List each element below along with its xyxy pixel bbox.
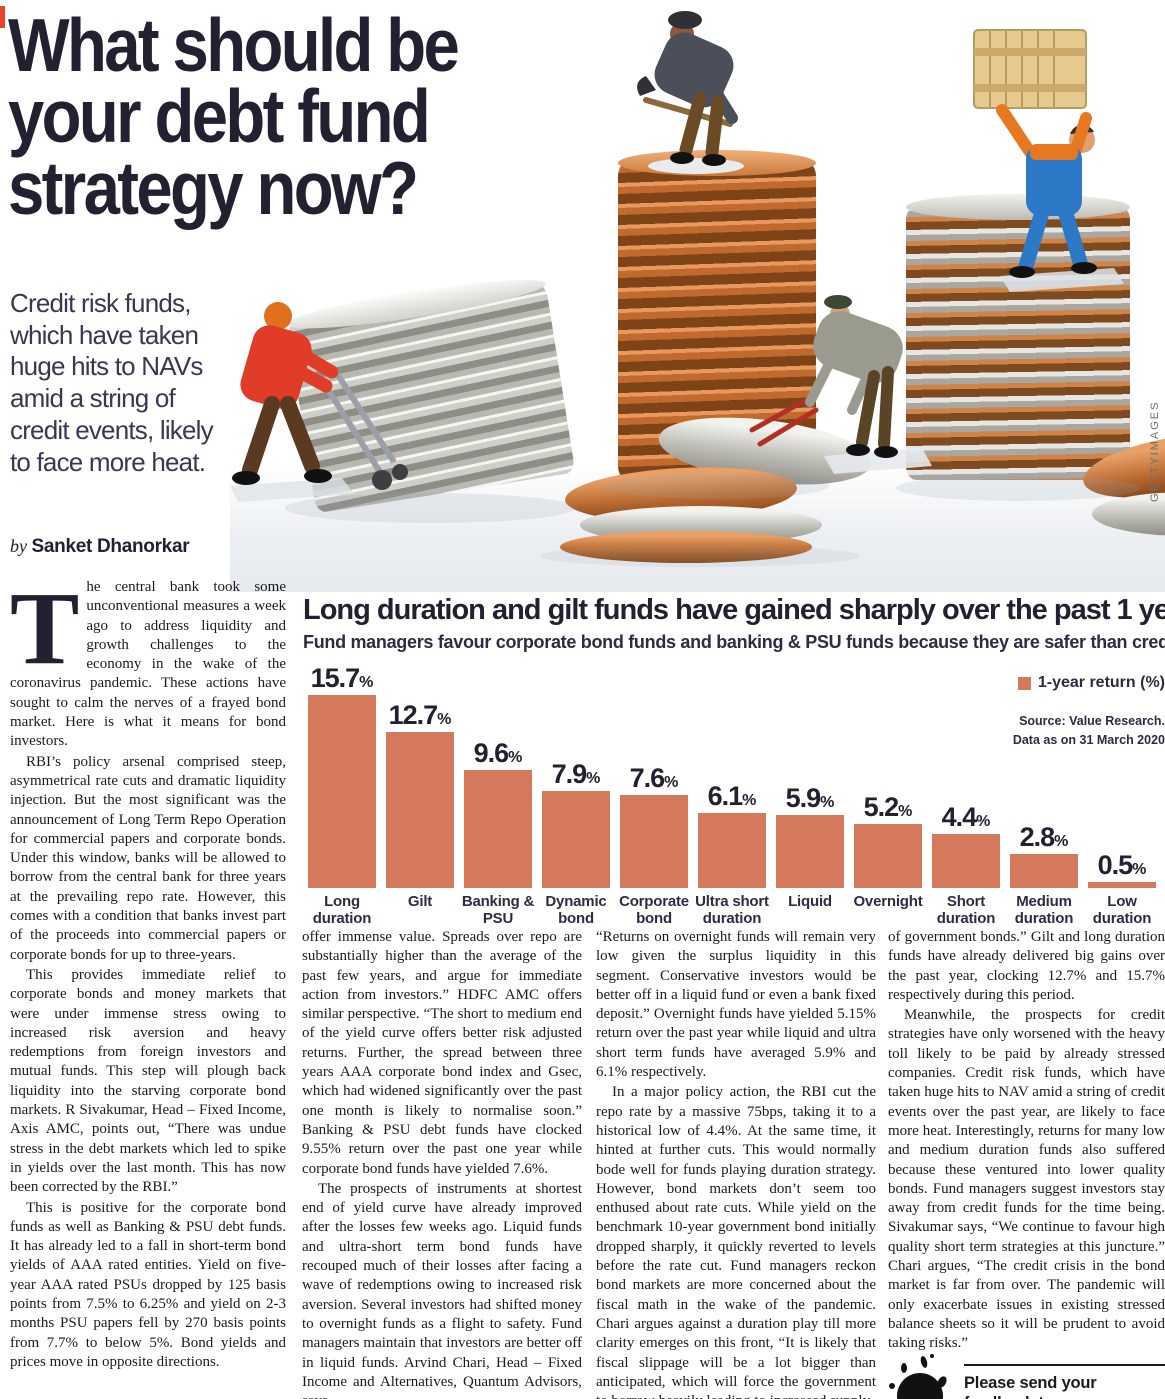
byline: by Sanket Dhanorkar [10,536,190,558]
bar-rect [1088,882,1156,888]
bar-value: 0.5% [1097,850,1147,880]
bar-rect [932,834,1000,888]
paragraph: offer immense value. Spreads over repo a… [302,929,582,1177]
bar-liquid: 5.9% Liquid [771,660,849,930]
bar-category-label: Long duration [312,893,372,927]
bar-category-label: Liquid [788,893,832,910]
bar-short-duration: 4.4% Short duration [927,660,1005,930]
chart-title: Long duration and gilt funds have gained… [303,594,1165,626]
bar-value: 7.9% [551,759,601,789]
paragraph: “Returns on overnight funds will remain … [596,929,876,1081]
paragraph: The prospects of instruments at shortest… [302,1180,582,1399]
bar-value: 5.9% [785,783,835,813]
bar-banking-psu: 9.6% Banking & PSU [459,660,537,930]
bar-category-label: Corporate bond [619,893,689,927]
bar-rect [386,732,454,888]
bar-gilt: 12.7% Gilt [381,660,459,930]
coin-stacks-photo: GETTYIMAGES [230,0,1165,592]
bar-rect [1010,854,1078,888]
bar-rect [620,795,688,888]
bar-value: 7.6% [629,763,679,793]
bar-rect [308,695,376,888]
bar-category-label: Gilt [407,893,433,910]
bar-value: 9.6% [473,738,523,768]
feedback-text: Please send your feedback toetwealth@tim… [964,1363,1165,1399]
bar-overnight: 5.2% Overnight [849,660,927,930]
paragraph: RBI’s policy arsenal comprised steep, as… [10,753,286,963]
bar-rect [698,813,766,888]
bar-category-label: Overnight [853,893,923,910]
figure-miner-with-pickaxe [637,11,744,174]
figure-carrier-with-crate [973,29,1124,292]
bar-category-label: Ultra short duration [695,893,769,927]
bar-value: 15.7% [310,663,374,693]
bar-category-label: Medium duration [1014,893,1074,927]
bar-value: 5.2% [863,792,913,822]
feedback-box: Please send your feedback toetwealth@tim… [888,1353,1165,1399]
legend-label: 1-year return (%) [1037,674,1165,691]
byline-author: Sanket Dhanorkar [31,536,190,557]
legend-swatch [1017,676,1031,690]
paragraph: This is positive for the corporate bond … [10,1199,286,1370]
bar-rect [464,770,532,888]
bar-chart-bars: 15.7% Long duration 12.7% Gilt 9.6% Banking &… [303,660,1165,930]
byline-prefix: by [10,536,27,556]
returns-bar-chart: Long duration and gilt funds have gained… [303,594,1165,930]
article-column-4: of government bonds.” Gilt and long dura… [888,928,1165,1399]
chart-legend: 1-year return (%) [1017,674,1165,692]
page-title: What should be your debt fund strategy n… [8,3,460,230]
bar-category-label: Low duration [1092,893,1152,927]
bar-rect [854,824,922,888]
source-text: : Value Research. [1061,714,1165,728]
bar-long-duration: 15.7% Long duration [303,660,381,930]
bar-value: 2.8% [1019,822,1069,852]
chart-source: Source: Value Research. Data as on 31 Ma… [1013,712,1165,751]
bar-value: 4.4% [941,802,991,832]
paragraph: Meanwhile, the prospects for credit stra… [888,1007,1165,1352]
bar-ultra-short-duration: 6.1% Ultra short duration [693,660,771,930]
bar-dynamic-bond: 7.9% Dynamic bond [537,660,615,930]
article-column-3: “Returns on overnight funds will remain … [596,928,876,1399]
figure-red-pusher [230,302,408,502]
bar-category-label: Short duration [936,893,996,927]
photo-credit: GETTYIMAGES [1149,400,1161,502]
standfirst: Credit risk funds, which have taken huge… [10,288,214,477]
tall-mixed-coin-stack [906,194,1130,480]
figure-grey-worker [749,295,932,474]
source-date: Data as on 31 March 2020 [1012,733,1165,748]
source-label: Source [1019,714,1062,728]
paragraph: This provides immediate relief to corpor… [10,966,286,1196]
miniature-figures [230,11,1140,567]
bar-value: 12.7% [388,700,452,730]
feedback-line1: Please send your feedback to [964,1373,1097,1399]
scattered-coin [560,531,812,563]
chart-subtitle: Fund managers favour corporate bond fund… [303,632,1165,652]
page-corner-mark [0,6,5,28]
bar-low-duration: 0.5% Low duration [1083,660,1161,930]
bar-corporate-bond: 7.6% Corporate bond [615,660,693,930]
bar-rect [542,791,610,888]
bar-medium-duration: 2.8% Medium duration [1005,660,1083,930]
bar-rect [776,815,844,888]
bar-category-label: Banking & PSU [461,893,535,927]
drop-cap: T [10,578,80,686]
bar-value: 6.1% [707,781,757,811]
ink-splat-icon [889,1353,952,1399]
bar-category-label: Dynamic bond [545,893,607,927]
article-column-2: offer immense value. Spreads over repo a… [302,928,582,1399]
paragraph: of government bonds.” Gilt and long dura… [888,929,1165,1003]
paragraph: In a major policy action, the RBI cut th… [596,1084,876,1399]
